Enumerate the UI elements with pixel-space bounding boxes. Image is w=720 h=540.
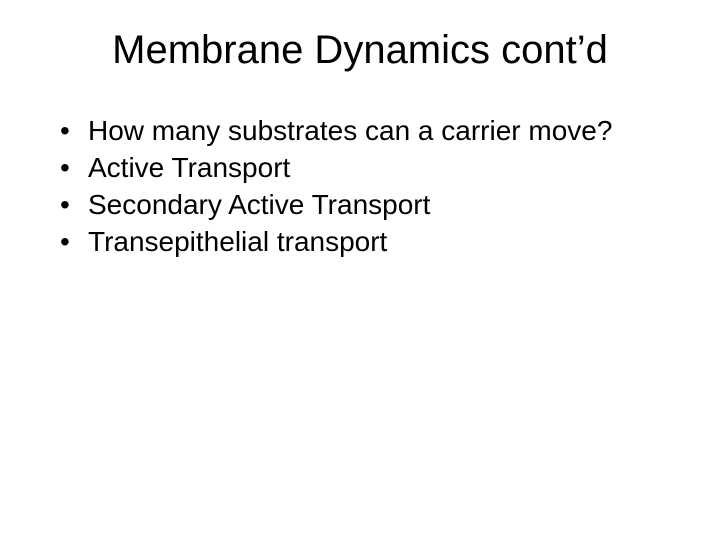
bullet-text: Transepithelial transport [88, 224, 672, 259]
slide: Membrane Dynamics cont’d • How many subs… [0, 0, 720, 540]
bullet-icon: • [60, 187, 88, 222]
slide-title: Membrane Dynamics cont’d [48, 28, 672, 73]
bullet-icon: • [60, 224, 88, 259]
list-item: • How many substrates can a carrier move… [60, 113, 672, 148]
bullet-text: How many substrates can a carrier move? [88, 113, 672, 148]
bullet-list: • How many substrates can a carrier move… [48, 113, 672, 259]
bullet-text: Active Transport [88, 150, 672, 185]
bullet-text: Secondary Active Transport [88, 187, 672, 222]
bullet-icon: • [60, 150, 88, 185]
list-item: • Secondary Active Transport [60, 187, 672, 222]
list-item: • Transepithelial transport [60, 224, 672, 259]
bullet-icon: • [60, 113, 88, 148]
list-item: • Active Transport [60, 150, 672, 185]
